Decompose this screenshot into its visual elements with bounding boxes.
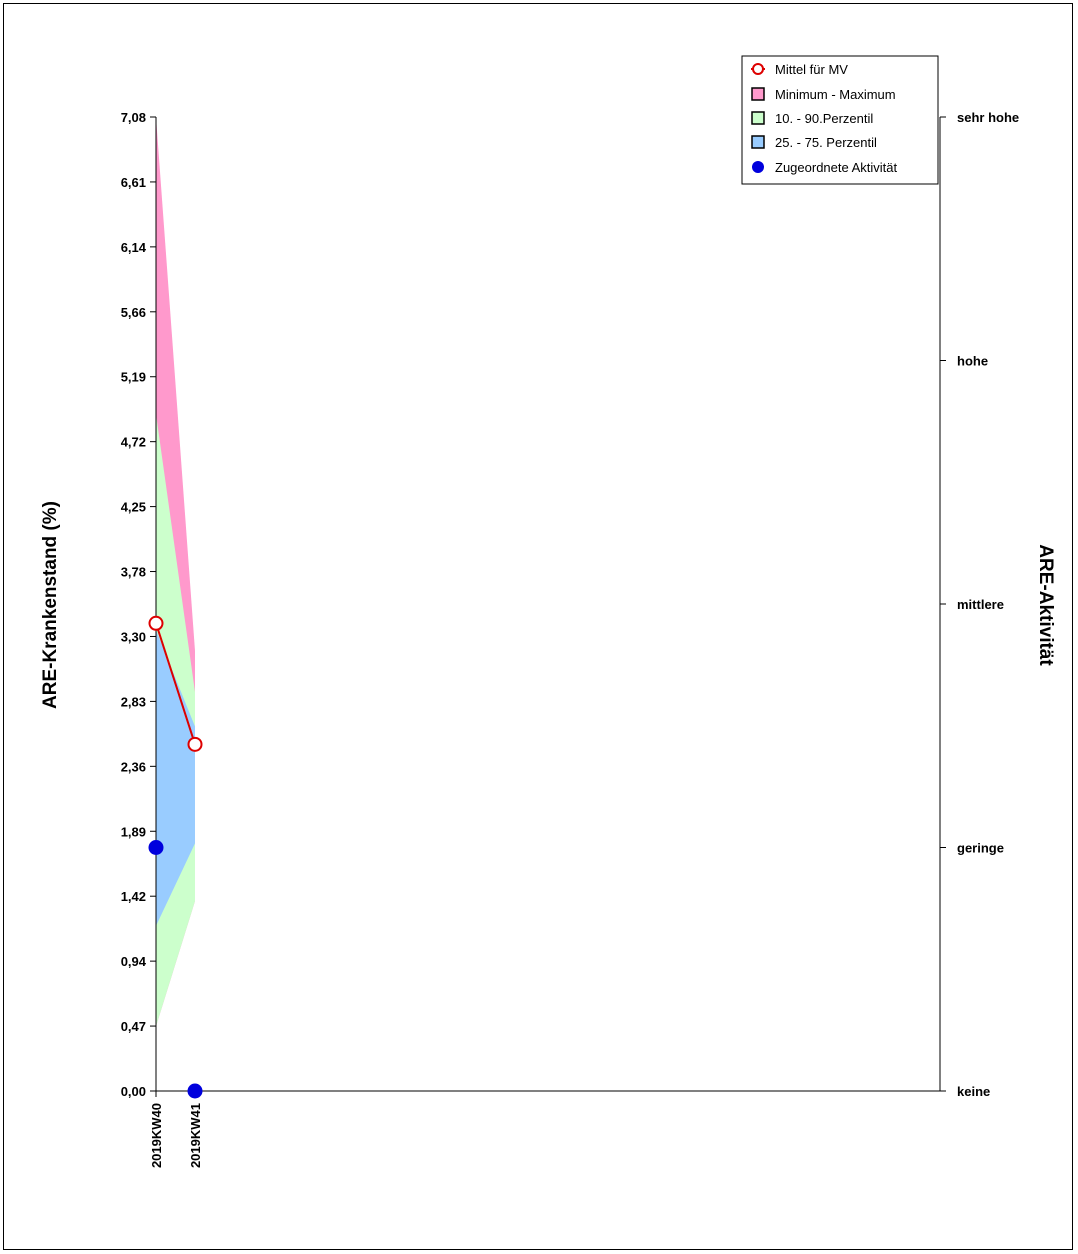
- activity-point: [148, 840, 164, 855]
- y2-axis-title: ARE-Aktivität: [1035, 544, 1056, 666]
- legend-mean-label: Mittel für MV: [775, 62, 848, 77]
- y-tick-label: 0,94: [121, 954, 147, 969]
- x-tick-label: 2019KW40: [149, 1103, 164, 1168]
- mean-point: [187, 736, 203, 752]
- chart-frame: [3, 3, 1073, 1250]
- y-tick-label: 1,42: [121, 889, 146, 904]
- y-tick-label: 5,19: [121, 370, 146, 385]
- y-tick-label: 0,47: [121, 1019, 146, 1034]
- y-tick-label: 6,14: [121, 240, 147, 255]
- y-tick-label: 5,66: [121, 305, 146, 320]
- y2-tick-label: keine: [957, 1084, 990, 1099]
- y-tick-label: 6,61: [121, 175, 146, 190]
- y-tick-label: 3,78: [121, 565, 146, 580]
- legend-p10-90-label: 10. - 90.Perzentil: [775, 111, 873, 126]
- y-tick-label: 2,36: [121, 759, 146, 774]
- y2-tick-label: sehr hohe: [957, 110, 1019, 125]
- legend: Mittel für MV Minimum - Maximum 10. - 90…: [741, 55, 939, 185]
- legend-p25-75-label: 25. - 75. Perzentil: [775, 135, 877, 150]
- mean-line: [155, 622, 196, 745]
- legend-mean-marker: [752, 63, 764, 75]
- band-2: [156, 630, 195, 926]
- activity-point: [187, 1083, 203, 1099]
- legend-activity-marker: [752, 161, 764, 173]
- legend-minmax-swatch: [751, 87, 765, 101]
- axes: 0,00 0,47 0,94 1,42 1,89 2,36 2,83 3,30 3,78 4,25…: [121, 110, 1019, 1168]
- percentile-bands: [156, 117, 195, 1027]
- y2-tick-label: mittlere: [957, 597, 1004, 612]
- legend-p25-75-swatch: [751, 135, 765, 149]
- data-series: [148, 615, 203, 1099]
- y-tick-label: 7,08: [121, 110, 146, 125]
- y-tick-label: 0,00: [121, 1084, 146, 1099]
- legend-activity-label: Zugeordnete Aktivität: [775, 160, 898, 175]
- mean-point: [148, 615, 164, 631]
- y-tick-label: 4,72: [121, 435, 146, 450]
- legend-p10-90-swatch: [751, 111, 765, 125]
- y-axis-title: ARE-Krankenstand (%): [40, 501, 61, 709]
- x-tick-label: 2019KW41: [188, 1103, 203, 1168]
- y-tick-label: 3,30: [121, 629, 146, 644]
- legend-minmax-label: Minimum - Maximum: [775, 87, 896, 102]
- y-tick-label: 1,89: [121, 824, 146, 839]
- y-tick-label: 2,83: [121, 694, 146, 709]
- y-tick-label: 4,25: [121, 500, 146, 515]
- y2-tick-label: hohe: [957, 354, 988, 369]
- y2-tick-label: geringe: [957, 841, 1004, 856]
